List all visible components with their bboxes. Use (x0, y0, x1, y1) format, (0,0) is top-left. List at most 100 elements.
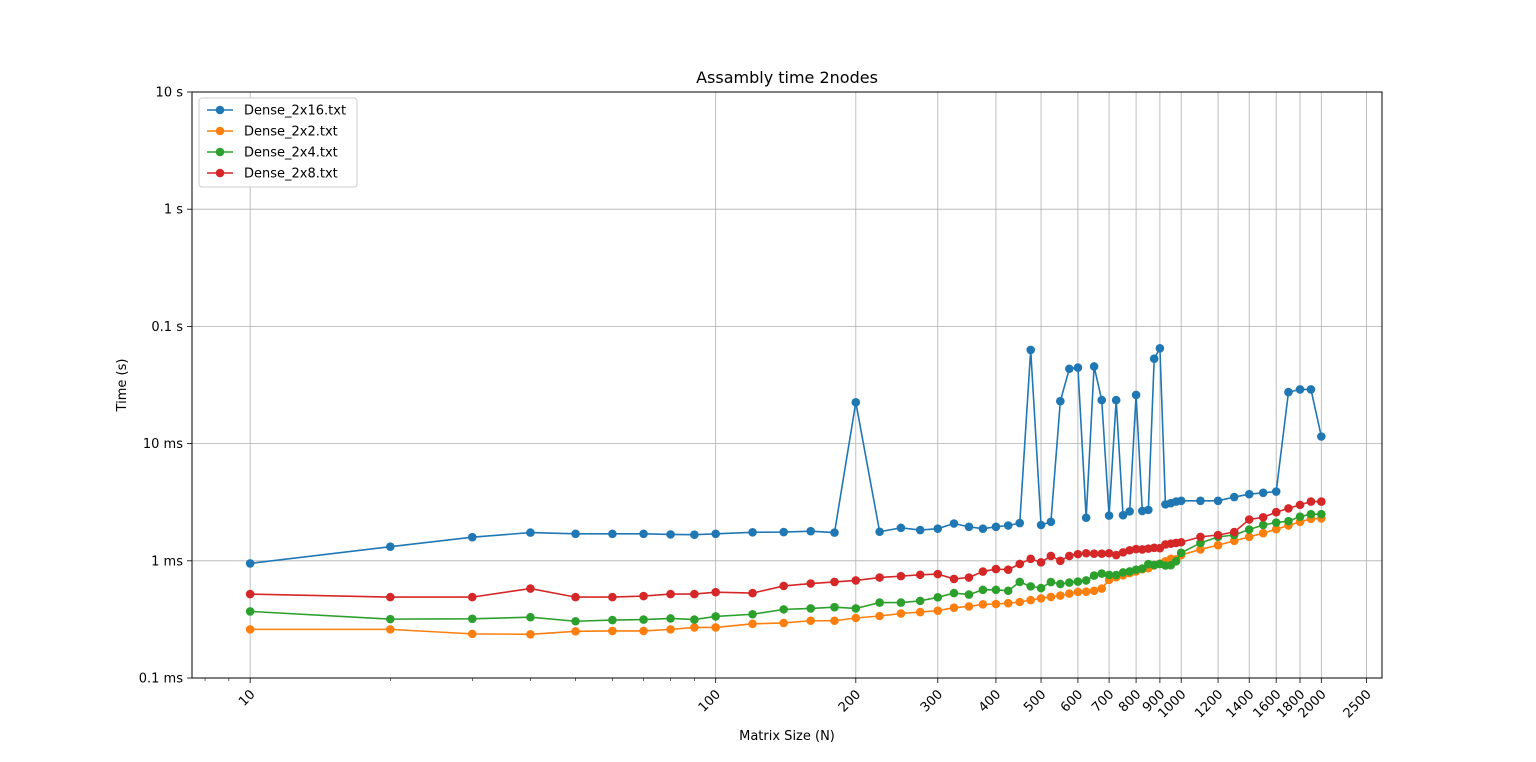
data-point (1295, 512, 1305, 521)
data-point (1258, 528, 1268, 538)
legend-marker (215, 168, 225, 178)
data-point (875, 573, 884, 582)
data-point (964, 522, 974, 532)
y-tick-label: 1 ms (151, 554, 183, 569)
data-point (1284, 516, 1293, 526)
data-point (1036, 520, 1046, 530)
data-point (467, 629, 477, 639)
data-point (1003, 598, 1013, 608)
data-point (1056, 579, 1065, 589)
data-point (1026, 345, 1035, 355)
legend-entry: Dense_2x4.txt (207, 146, 338, 161)
data-point (1295, 385, 1305, 394)
data-point (915, 607, 925, 617)
data-point (748, 528, 757, 537)
data-point (1258, 488, 1268, 498)
data-point (896, 598, 906, 607)
data-point (608, 615, 617, 625)
data-point (949, 519, 959, 528)
data-point (1089, 586, 1099, 596)
data-point (1258, 513, 1268, 522)
data-point (666, 589, 675, 599)
data-point (1065, 364, 1074, 374)
data-point (830, 577, 839, 587)
data-point (245, 559, 255, 568)
data-point (1073, 549, 1083, 559)
data-point (875, 527, 884, 537)
data-point (1046, 517, 1056, 527)
data-point (1104, 511, 1114, 520)
data-point (711, 529, 720, 539)
data-point (1089, 362, 1099, 371)
data-point (571, 592, 580, 602)
data-point (1089, 549, 1099, 558)
data-point (1111, 550, 1121, 560)
data-point (467, 592, 477, 602)
data-point (639, 615, 648, 624)
data-point (386, 625, 395, 634)
data-point (571, 529, 580, 539)
data-point (949, 588, 959, 598)
data-point (1036, 594, 1046, 603)
data-point (1111, 395, 1121, 405)
data-point (1118, 548, 1128, 557)
data-point (1104, 548, 1114, 558)
data-point (806, 526, 815, 536)
data-point (933, 569, 943, 579)
data-point (830, 602, 839, 612)
legend-label: Dense_2x8.txt (244, 167, 338, 182)
data-point (639, 591, 648, 601)
data-point (245, 589, 255, 599)
data-point (915, 596, 925, 606)
data-point (666, 625, 675, 634)
legend-box (198, 97, 358, 188)
data-point (608, 592, 617, 602)
y-tick-label: 10 s (156, 86, 184, 101)
data-point (1036, 558, 1046, 567)
data-point (1046, 551, 1056, 561)
data-point (1046, 577, 1056, 587)
data-point (467, 614, 477, 624)
data-point (1196, 496, 1205, 506)
data-point (1271, 518, 1281, 527)
data-point (748, 619, 757, 629)
legend-entry: Dense_2x16.txt (207, 104, 346, 119)
data-point (1097, 395, 1107, 405)
data-point (933, 606, 943, 616)
data-point (1065, 578, 1074, 587)
data-point (1258, 520, 1268, 530)
data-point (1056, 591, 1065, 600)
series-dense-2x8-txt (245, 497, 1326, 602)
data-point (875, 598, 884, 607)
data-point (1176, 548, 1186, 558)
legend-label: Dense_2x16.txt (244, 104, 346, 119)
data-point (991, 564, 1001, 574)
data-point (666, 530, 675, 539)
data-point (978, 567, 988, 576)
data-point (1003, 565, 1013, 574)
data-point (1149, 354, 1159, 364)
data-point (896, 571, 906, 581)
data-point (991, 599, 1001, 609)
data-point (964, 590, 974, 599)
y-axis-title: Time (s) (115, 359, 130, 413)
data-point (526, 629, 535, 639)
data-point (1015, 559, 1025, 569)
data-point (608, 529, 617, 539)
data-point (949, 603, 959, 612)
data-point (1081, 587, 1091, 596)
x-axis-title: Matrix Size (N) (739, 729, 835, 744)
data-point (779, 618, 788, 628)
data-point (1065, 551, 1074, 561)
data-point (1229, 492, 1239, 502)
data-point (526, 584, 535, 593)
series-dense-2x2-txt (245, 514, 1326, 639)
data-point (690, 615, 699, 624)
data-point (1131, 390, 1141, 400)
data-point (1271, 507, 1281, 517)
data-point (991, 585, 1001, 595)
data-point (915, 570, 925, 580)
data-point (1089, 571, 1099, 580)
data-point (1118, 510, 1128, 520)
data-point (851, 576, 861, 585)
